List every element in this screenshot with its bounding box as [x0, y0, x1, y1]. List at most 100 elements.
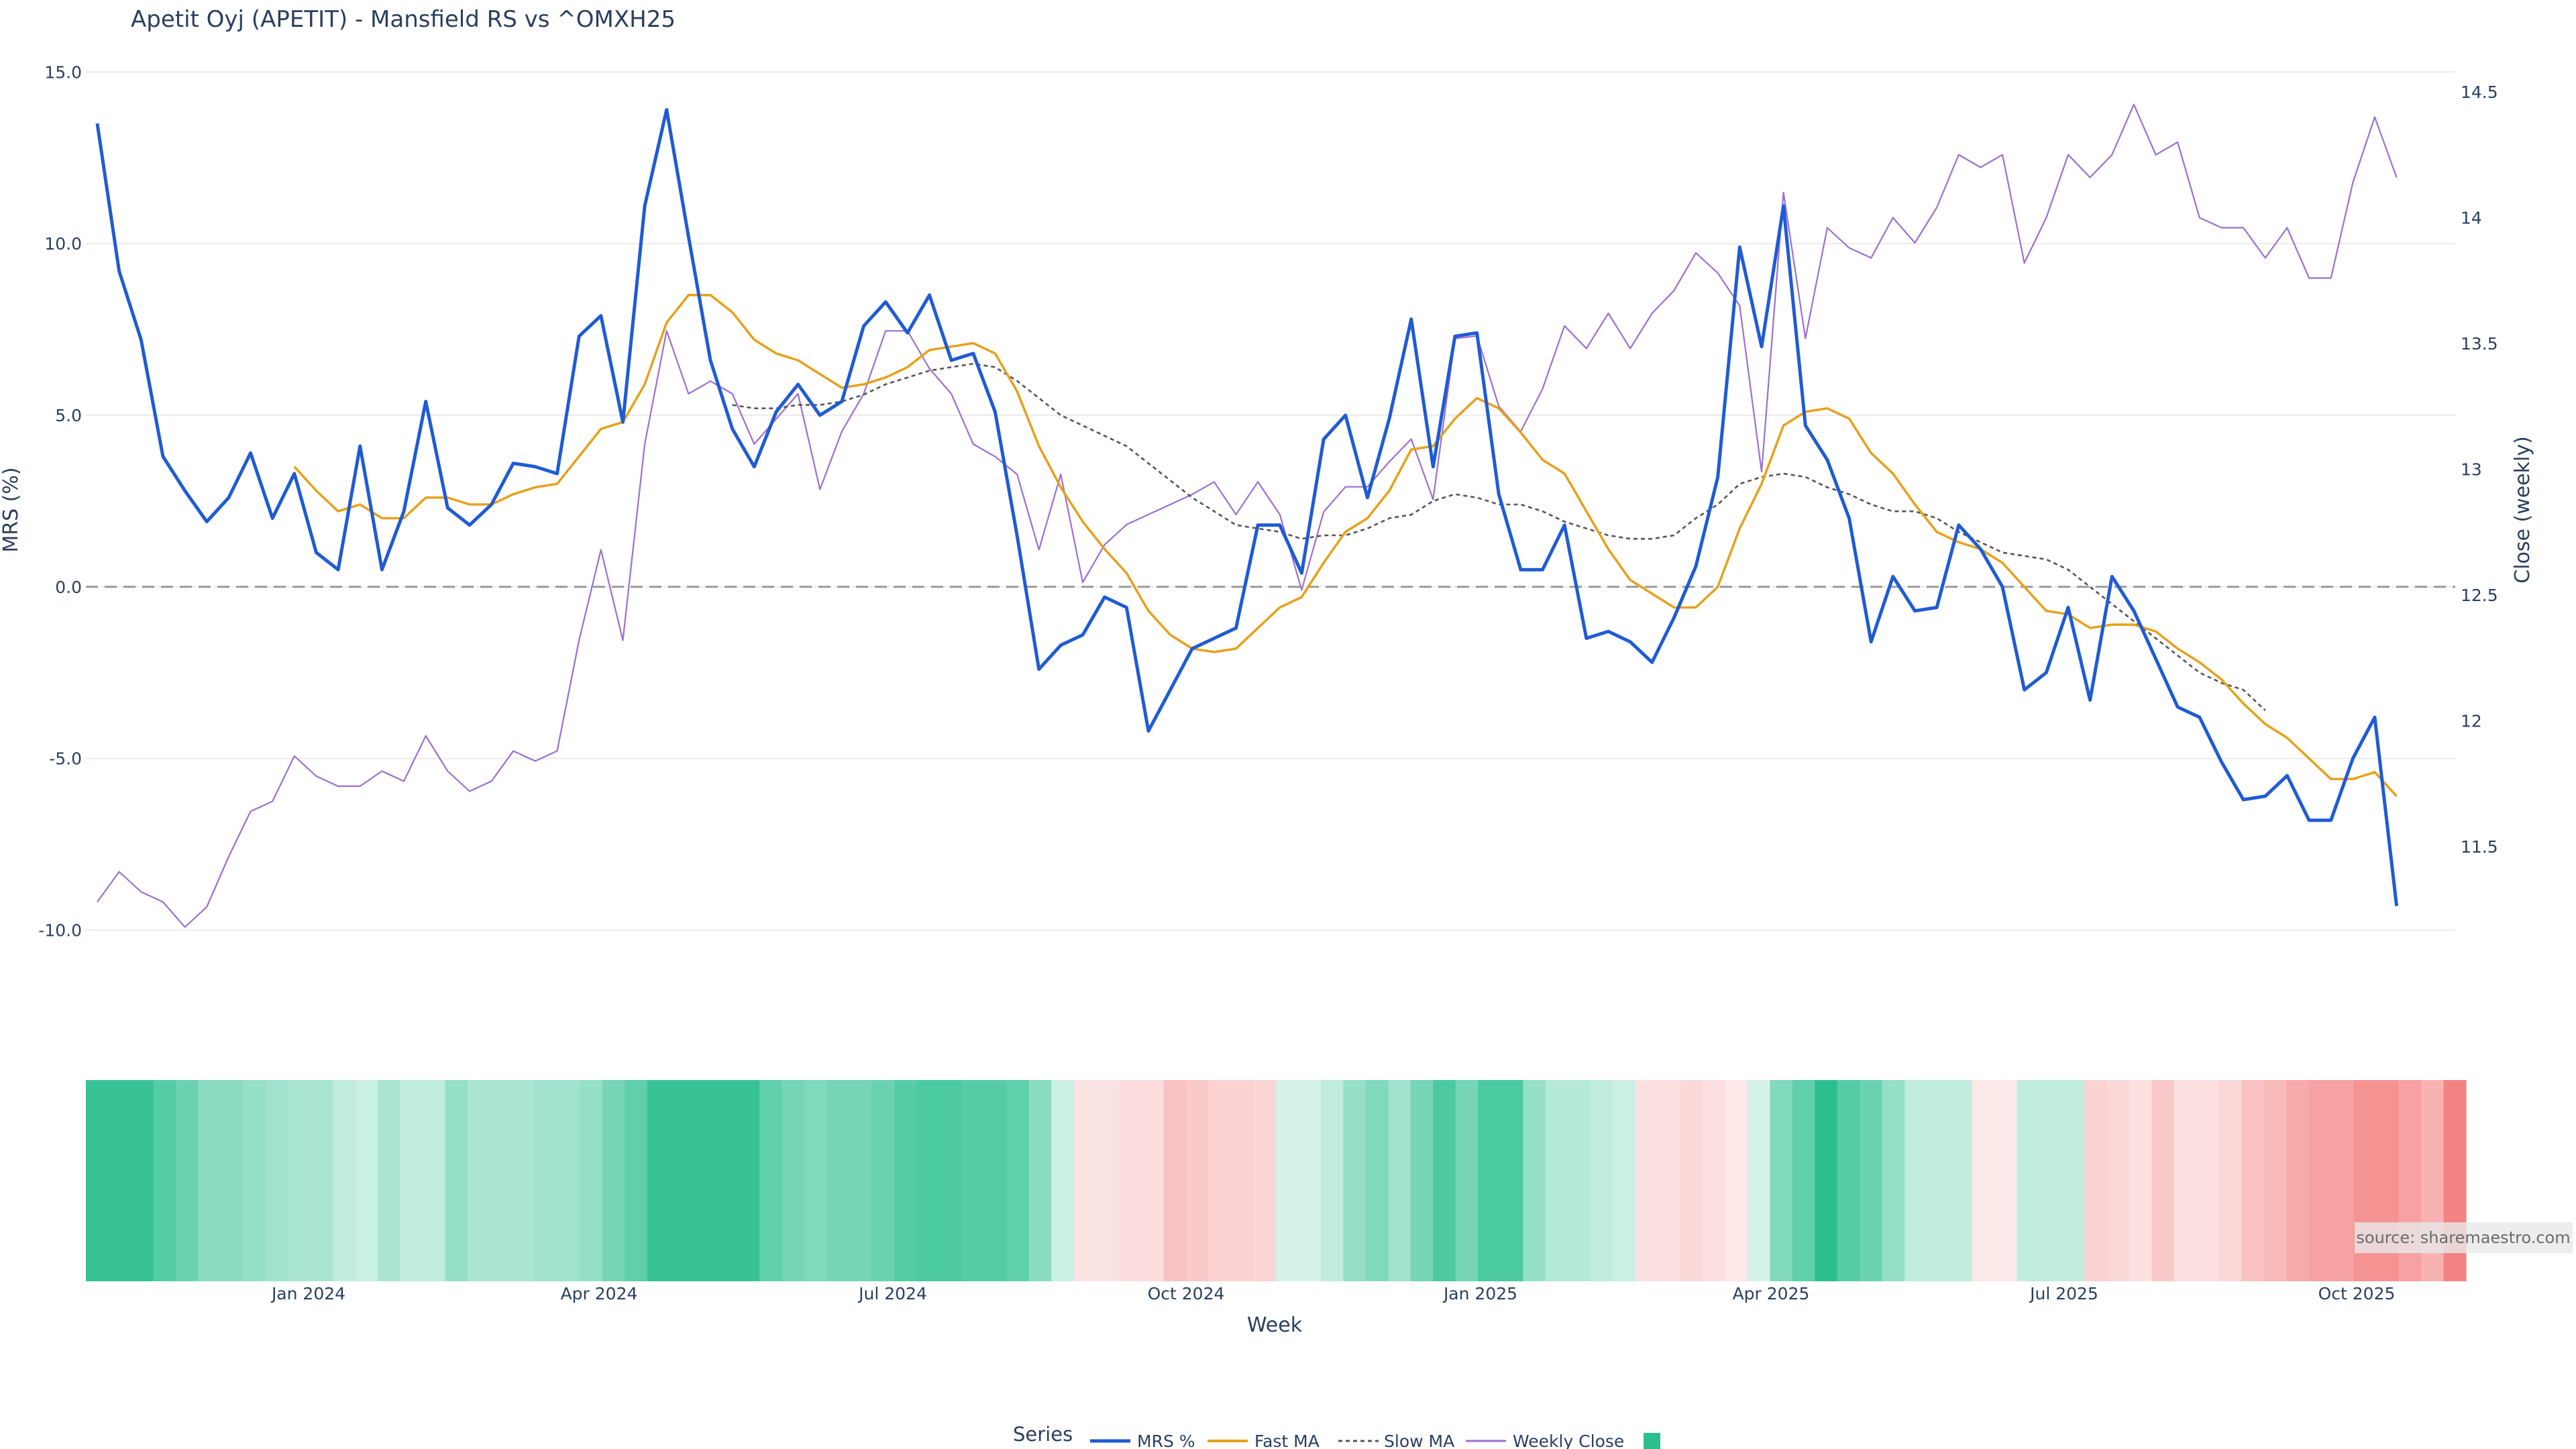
heat-cell	[265, 1080, 288, 1281]
y2-tick-label: 13	[2461, 460, 2482, 480]
legend-label-fast-ma: Fast MA	[1254, 1432, 1320, 1449]
heat-cell	[2286, 1080, 2310, 1281]
legend-label-mrs: MRS %	[1137, 1432, 1195, 1449]
heat-cell	[1949, 1080, 1973, 1281]
heat-cell	[1073, 1080, 1097, 1281]
x-tick-label: Apr 2025	[1733, 1284, 1810, 1303]
heat-cell	[961, 1080, 985, 1281]
heat-cell	[1680, 1080, 1703, 1281]
heat-cell	[2331, 1080, 2355, 1281]
legend-label-slow-ma: Slow MA	[1384, 1432, 1454, 1449]
heat-cell	[2263, 1080, 2287, 1281]
heat-cell	[1006, 1080, 1030, 1281]
y-tick-label: 10.0	[44, 234, 82, 254]
y2-tick-label: 12.5	[2461, 586, 2498, 605]
heat-cell	[198, 1080, 221, 1281]
heat-cell	[625, 1080, 648, 1281]
heat-cell	[490, 1080, 513, 1281]
heat-cell	[288, 1080, 311, 1281]
legend-item-heat-strip[interactable]	[1644, 1433, 1660, 1449]
y2-tick-label: 13.5	[2461, 334, 2498, 354]
heat-cell	[243, 1080, 266, 1281]
source-note: source: sharemaestro.com	[2355, 1222, 2573, 1253]
source-text: source: sharemaestro.com	[2356, 1228, 2570, 1247]
heat-cell	[1410, 1080, 1434, 1281]
y2-tick-label: 14	[2461, 209, 2482, 228]
heat-cell	[1568, 1080, 1591, 1281]
heat-cell	[1972, 1080, 1995, 1281]
chart-title: Apetit Oyj (APETIT) - Mansfield RS vs ^O…	[131, 6, 676, 33]
heat-cell	[1478, 1080, 1501, 1281]
heat-cell	[445, 1080, 468, 1281]
legend-item-mrs[interactable]: MRS %	[1090, 1432, 1195, 1449]
y-tick-label: 5.0	[55, 406, 82, 425]
y-tick-label: -10.0	[38, 920, 82, 940]
legend-item-slow-ma[interactable]: Slow MA	[1338, 1432, 1454, 1449]
heat-cell	[333, 1080, 356, 1281]
y-tick-label: 15.0	[44, 62, 82, 82]
heat-cell	[1904, 1080, 1928, 1281]
heat-cell	[2308, 1080, 2332, 1281]
heat-cell	[423, 1080, 446, 1281]
y-tick-label: -5.0	[49, 749, 82, 769]
heat-cell	[1118, 1080, 1142, 1281]
heat-cell	[1186, 1080, 1210, 1281]
heat-cell	[1770, 1080, 1793, 1281]
heat-cell	[1792, 1080, 1815, 1281]
heat-cell	[175, 1080, 199, 1281]
heat-cell	[2039, 1080, 2063, 1281]
heat-cell	[512, 1080, 536, 1281]
legend: Series MRS % Fast MA Slow MA Weekly Clos…	[1013, 1423, 1660, 1449]
heat-cell	[1860, 1080, 1883, 1281]
heat-cell	[468, 1080, 491, 1281]
heat-cell	[2106, 1080, 2130, 1281]
legend-item-weekly-close[interactable]: Weekly Close	[1466, 1432, 1624, 1449]
heat-cell	[1343, 1080, 1366, 1281]
heat-cell	[1747, 1080, 1770, 1281]
x-tick-label: Jul 2025	[2029, 1284, 2098, 1303]
heat-cell	[2218, 1080, 2242, 1281]
y-axis-label: MRS (%)	[0, 467, 23, 552]
legend-item-fast-ma[interactable]: Fast MA	[1208, 1432, 1320, 1449]
heat-cell	[2129, 1080, 2152, 1281]
legend-title: Series	[1013, 1423, 1073, 1446]
heat-cell	[871, 1080, 895, 1281]
heat-cell	[804, 1080, 828, 1281]
heat-cell	[647, 1080, 670, 1281]
x-tick-label: Jan 2025	[1442, 1284, 1517, 1303]
legend-swatch-heat-strip	[1644, 1433, 1660, 1449]
x-tick-label: Oct 2024	[1148, 1284, 1225, 1303]
x-tick-label: Oct 2025	[2318, 1284, 2396, 1303]
heat-cell	[2151, 1080, 2175, 1281]
heat-cell	[669, 1080, 693, 1281]
heat-cell	[737, 1080, 760, 1281]
heat-cell	[1455, 1080, 1479, 1281]
y2-tick-label: 12	[2461, 712, 2482, 731]
heat-cell	[1590, 1080, 1613, 1281]
heat-cell	[1613, 1080, 1636, 1281]
heat-cell	[602, 1080, 625, 1281]
heat-cell	[1388, 1080, 1411, 1281]
heat-cell	[557, 1080, 580, 1281]
heat-cell	[1927, 1080, 1950, 1281]
heat-cell	[220, 1080, 244, 1281]
heat-cell	[849, 1080, 873, 1281]
heat-cell	[2084, 1080, 2108, 1281]
series-line-weekly-close	[97, 103, 2398, 928]
heat-cell	[1051, 1080, 1075, 1281]
heat-cell	[1815, 1080, 1838, 1281]
heat-cell	[759, 1080, 783, 1281]
heat-cell	[2196, 1080, 2220, 1281]
heat-cell	[1028, 1080, 1052, 1281]
heat-cell	[378, 1080, 401, 1281]
heat-cell	[1500, 1080, 1523, 1281]
heat-cell	[2174, 1080, 2197, 1281]
series-lines	[95, 103, 2399, 928]
heat-cell	[983, 1080, 1007, 1281]
series-line-mrs	[95, 108, 2399, 906]
heat-cell	[1837, 1080, 1860, 1281]
heat-cell	[1320, 1080, 1344, 1281]
heat-cell	[2241, 1080, 2265, 1281]
heat-cell	[894, 1080, 918, 1281]
